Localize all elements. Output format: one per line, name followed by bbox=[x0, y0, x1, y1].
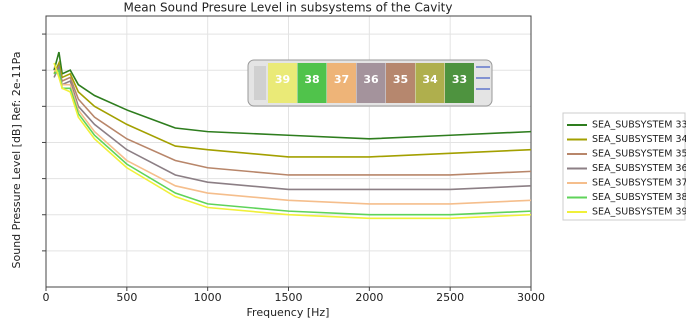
cavity-end bbox=[254, 66, 266, 100]
x-tick-label: 3000 bbox=[517, 291, 545, 304]
legend-label: SEA_SUBSYSTEM 38 bbox=[592, 192, 686, 203]
x-tick-label: 2000 bbox=[355, 291, 383, 304]
subsystem-label: 33 bbox=[452, 73, 467, 86]
y-axis-label: Sound Pressure Level [dB] Ref: 2e-11Pa bbox=[10, 52, 23, 269]
subsystem-label: 36 bbox=[363, 73, 379, 86]
x-tick-label: 1000 bbox=[194, 291, 222, 304]
x-tick-label: 500 bbox=[116, 291, 137, 304]
legend-label: SEA_SUBSYSTEM 36 bbox=[592, 163, 686, 174]
subsystem-label: 39 bbox=[275, 73, 290, 86]
x-tick-label: 0 bbox=[43, 291, 50, 304]
legend-label: SEA_SUBSYSTEM 39 bbox=[592, 207, 686, 218]
chart: Mean Sound Presure Level in subsystems o… bbox=[0, 0, 686, 324]
legend-label: SEA_SUBSYSTEM 34 bbox=[592, 134, 686, 145]
legend-label: SEA_SUBSYSTEM 37 bbox=[592, 178, 686, 189]
subsystem-label: 34 bbox=[422, 73, 438, 86]
chart-title: Mean Sound Presure Level in subsystems o… bbox=[124, 1, 453, 15]
inset-diagram: 39 38 37 36 35 34 33 bbox=[248, 60, 492, 106]
legend-label: SEA_SUBSYSTEM 33 bbox=[592, 120, 686, 131]
legend-label: SEA_SUBSYSTEM 35 bbox=[592, 149, 686, 160]
x-tick-label: 1500 bbox=[275, 291, 303, 304]
subsystem-label: 38 bbox=[304, 73, 319, 86]
x-tick-label: 2500 bbox=[436, 291, 464, 304]
subsystem-label: 37 bbox=[334, 73, 349, 86]
x-axis-label: Frequency [Hz] bbox=[247, 306, 330, 319]
subsystem-label: 35 bbox=[393, 73, 408, 86]
